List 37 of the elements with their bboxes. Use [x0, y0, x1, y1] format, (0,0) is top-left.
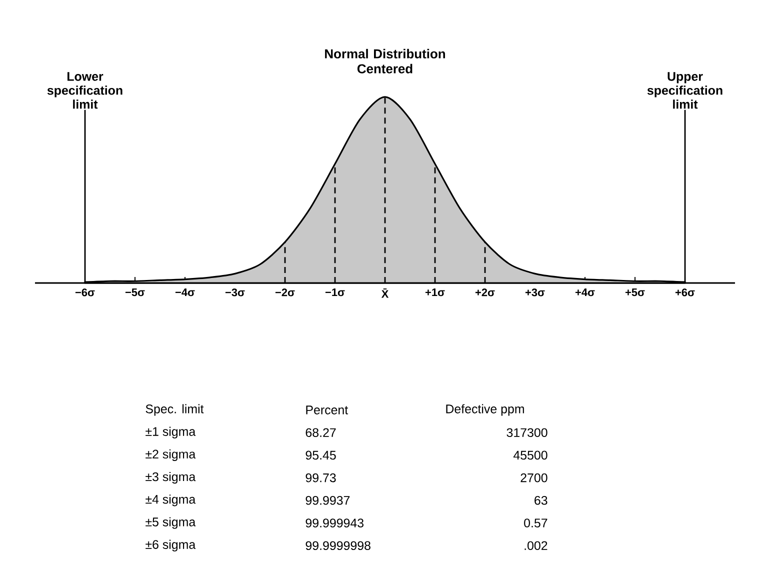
text: ±5 sigma — [146, 517, 196, 529]
x-tick-label: −5σ — [125, 288, 145, 296]
text: ±3 sigma — [146, 472, 196, 484]
text: .002 — [524, 541, 548, 550]
text: Percent — [306, 406, 348, 414]
ref-line-label: Lower specification limit — [47, 72, 122, 109]
text: 2700 — [520, 473, 548, 482]
x-tick-label: +6σ — [675, 288, 695, 296]
text: 317300 — [506, 428, 548, 438]
ref-line-label: Upper specification limit — [647, 72, 722, 109]
text: ±2 sigma — [146, 449, 196, 461]
text: 95.45 — [306, 450, 336, 460]
text: 99.999943 — [306, 518, 364, 528]
text: 63 — [534, 496, 548, 505]
x-tick-label: −2σ — [275, 288, 295, 296]
x-tick-label: +5σ — [625, 288, 645, 296]
text: ±6 sigma — [146, 540, 196, 552]
text: 68.27 — [306, 428, 336, 438]
x-tick-label: −1σ — [325, 288, 345, 296]
x-tick-label: −4σ — [175, 288, 195, 296]
text: 99.9937 — [306, 496, 350, 505]
x-tick-label: −3σ — [225, 288, 245, 296]
chart-title: Normal Distribution Centered — [325, 48, 445, 74]
x-tick-label: X̄ — [381, 288, 389, 298]
x-tick-label: +1σ — [425, 288, 445, 296]
text: 99.9999998 — [306, 541, 370, 550]
x-tick-label: +3σ — [525, 288, 545, 296]
text: Defective ppm — [446, 404, 524, 416]
text: 99.73 — [306, 473, 336, 482]
text: 0.57 — [524, 518, 548, 528]
text: ±4 sigma — [146, 494, 196, 506]
text: ±1 sigma — [146, 426, 196, 438]
text: 45500 — [513, 450, 548, 460]
x-tick-label: +2σ — [475, 288, 495, 296]
x-tick-label: −6σ — [75, 288, 95, 296]
x-tick-label: +4σ — [575, 288, 595, 296]
text: Spec. limit — [146, 404, 204, 416]
